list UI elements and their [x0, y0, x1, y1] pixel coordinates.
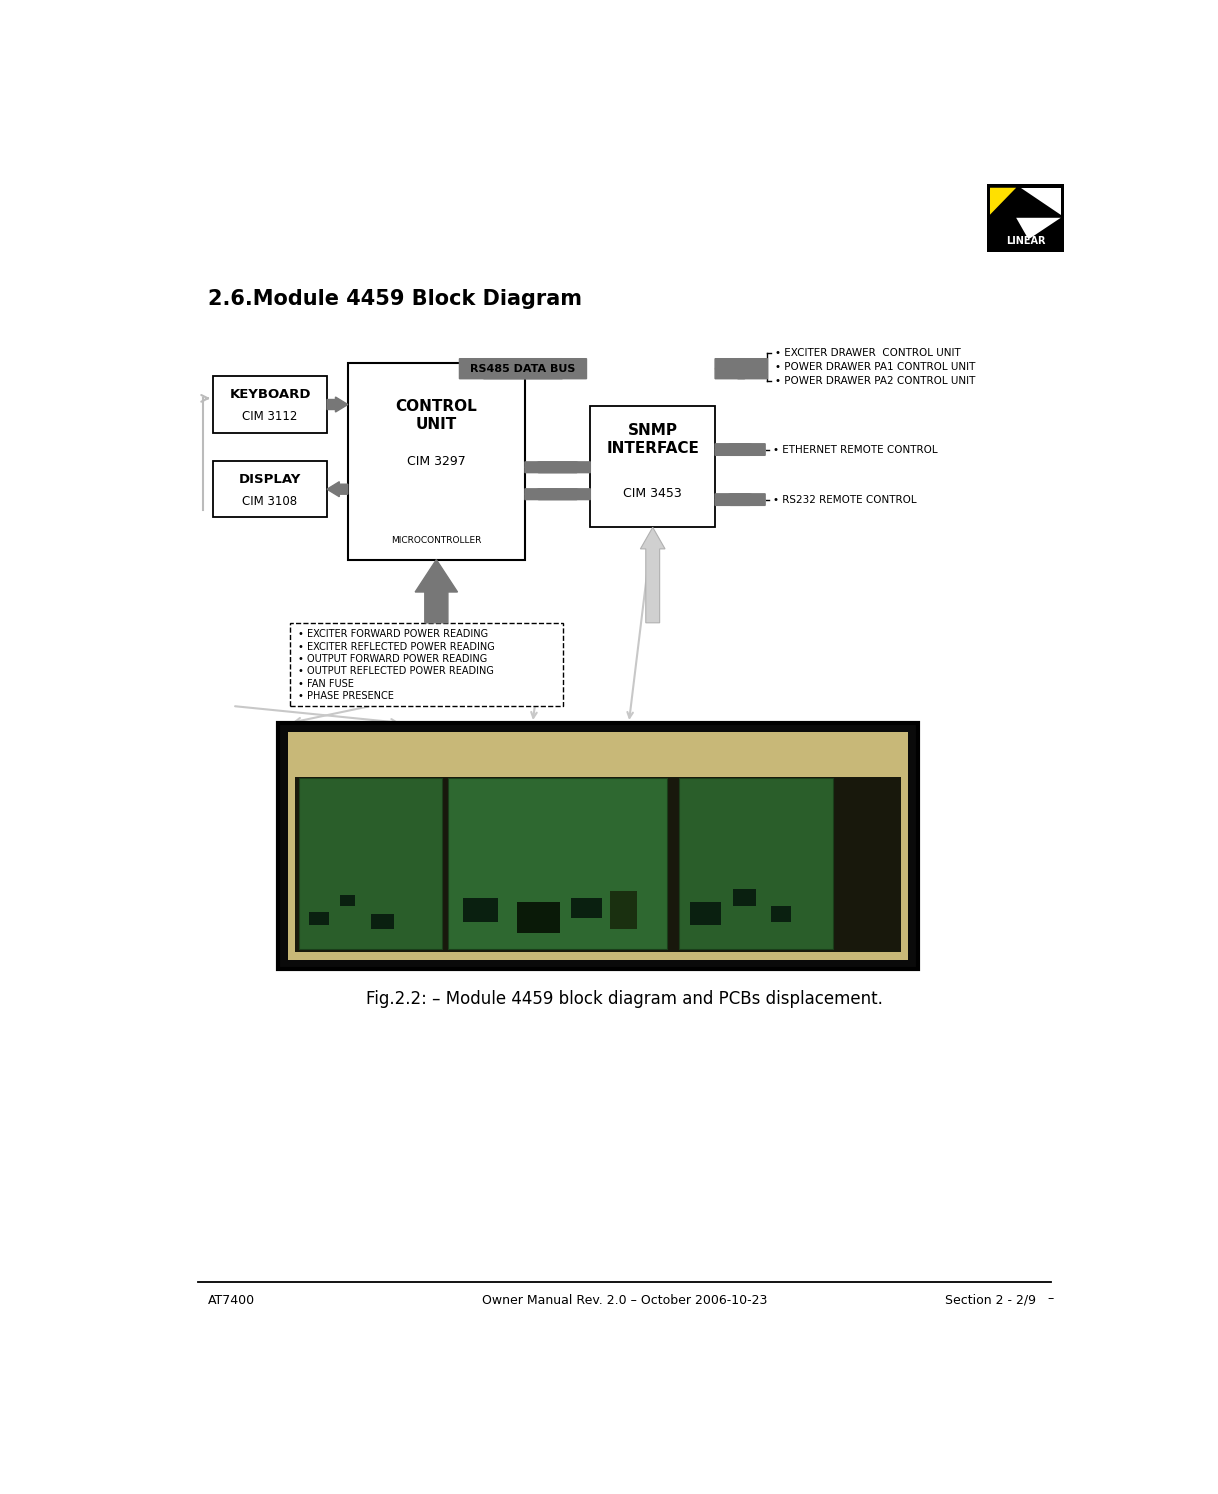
Text: • FAN FUSE: • FAN FUSE [297, 678, 353, 689]
Text: –: – [1047, 1292, 1054, 1306]
FancyArrow shape [715, 444, 765, 456]
Bar [609, 890, 637, 929]
Text: KEYBOARD: KEYBOARD [229, 388, 311, 402]
Bar [213, 462, 326, 517]
FancyArrow shape [715, 495, 765, 505]
Text: CIM 3453: CIM 3453 [624, 487, 682, 500]
FancyArrow shape [715, 359, 767, 378]
Bar [771, 907, 790, 922]
Bar [279, 723, 917, 970]
Bar [371, 914, 393, 929]
FancyArrow shape [459, 359, 587, 378]
Text: • POWER DRAWER PA2 CONTROL UNIT: • POWER DRAWER PA2 CONTROL UNIT [775, 376, 976, 385]
FancyArrow shape [525, 462, 591, 472]
Text: • RS232 REMOTE CONTROL: • RS232 REMOTE CONTROL [773, 495, 916, 505]
Bar [309, 911, 329, 925]
Bar [290, 623, 564, 707]
Text: • PHASE PRESENCE: • PHASE PRESENCE [297, 690, 393, 701]
Text: • EXCITER DRAWER  CONTROL UNIT: • EXCITER DRAWER CONTROL UNIT [775, 348, 961, 359]
Bar [733, 889, 756, 907]
FancyArrow shape [415, 560, 458, 623]
FancyArrow shape [715, 359, 767, 378]
Text: Owner Manual Rev. 2.0 – October 2006-10-23: Owner Manual Rev. 2.0 – October 2006-10-… [481, 1294, 767, 1307]
Text: Section 2 - 2/9: Section 2 - 2/9 [944, 1294, 1035, 1307]
Text: • POWER DRAWER PA1 CONTROL UNIT: • POWER DRAWER PA1 CONTROL UNIT [775, 362, 976, 372]
Text: • OUTPUT REFLECTED POWER READING: • OUTPUT REFLECTED POWER READING [297, 666, 493, 677]
Text: MICROCONTROLLER: MICROCONTROLLER [391, 536, 481, 545]
Bar [678, 778, 833, 949]
FancyArrow shape [326, 397, 348, 412]
Text: CONTROL
UNIT: CONTROL UNIT [396, 399, 477, 432]
Text: CIM 3108: CIM 3108 [242, 495, 297, 508]
Bar [287, 732, 909, 961]
Text: CIM 3112: CIM 3112 [242, 411, 297, 423]
Text: CIM 3297: CIM 3297 [407, 456, 465, 469]
Polygon shape [990, 188, 1016, 215]
Bar [300, 778, 442, 949]
FancyArrow shape [459, 359, 587, 378]
FancyArrow shape [525, 489, 591, 499]
FancyArrow shape [715, 495, 765, 505]
Text: AT7400: AT7400 [207, 1294, 255, 1307]
Text: LINEAR: LINEAR [1006, 236, 1045, 245]
Text: RS485 DATA BUS: RS485 DATA BUS [470, 363, 576, 374]
Bar [571, 898, 602, 917]
Bar [296, 740, 900, 952]
Bar [591, 406, 715, 527]
Text: • ETHERNET REMOTE CONTROL: • ETHERNET REMOTE CONTROL [773, 445, 938, 454]
FancyArrow shape [525, 489, 591, 499]
FancyArrow shape [641, 527, 665, 623]
Text: • EXCITER REFLECTED POWER READING: • EXCITER REFLECTED POWER READING [297, 641, 495, 651]
FancyArrow shape [326, 481, 348, 496]
Bar [348, 363, 525, 560]
Text: • OUTPUT FORWARD POWER READING: • OUTPUT FORWARD POWER READING [297, 654, 487, 663]
Bar [463, 898, 498, 922]
Polygon shape [1016, 218, 1061, 239]
Polygon shape [1021, 188, 1061, 215]
Bar [340, 895, 356, 907]
Bar [296, 740, 900, 777]
Text: • EXCITER FORWARD POWER READING: • EXCITER FORWARD POWER READING [297, 629, 488, 639]
Bar [987, 184, 1063, 251]
Text: DISPLAY: DISPLAY [239, 474, 301, 486]
Text: SNMP
INTERFACE: SNMP INTERFACE [607, 423, 699, 456]
Text: 2.6.Module 4459 Block Diagram: 2.6.Module 4459 Block Diagram [207, 288, 582, 309]
Text: Fig.2.2: – Module 4459 block diagram and PCBs displacement.: Fig.2.2: – Module 4459 block diagram and… [365, 989, 883, 1007]
FancyArrow shape [525, 462, 591, 472]
Bar [691, 902, 721, 925]
FancyArrow shape [715, 444, 765, 456]
Bar [213, 376, 326, 433]
Bar [518, 902, 559, 934]
Bar [448, 778, 667, 949]
